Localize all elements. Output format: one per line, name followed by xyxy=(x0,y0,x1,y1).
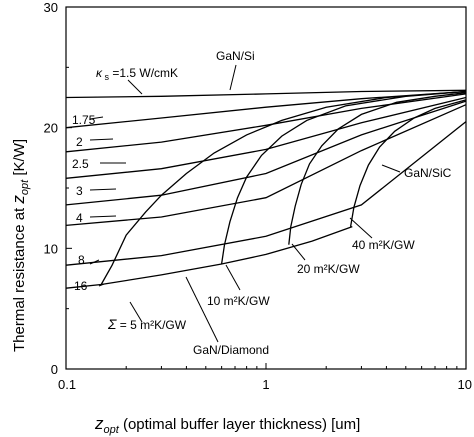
leader-5 xyxy=(129,301,143,323)
label-4: 4 xyxy=(76,211,83,225)
label-20: 20 m²K/GW xyxy=(297,262,360,276)
y-axis-title: Thermal resistance at zopt [K/W] xyxy=(9,139,31,352)
y-tick-label: 10 xyxy=(44,241,58,256)
series-line-2 xyxy=(65,93,467,153)
label-16: 16 xyxy=(74,279,88,293)
label-2.5: 2.5 xyxy=(72,157,89,171)
leader-10 xyxy=(225,264,241,291)
label-40: 40 m²K/GW xyxy=(352,238,415,252)
x-tick-label: 0.1 xyxy=(58,377,76,392)
label-kappa: κ s =1.5 W/cmK xyxy=(96,66,178,82)
series-line-5 xyxy=(65,104,467,227)
series-line-8 xyxy=(100,90,467,285)
axis-ticks: 0 10 20 30 0.1 1 10 xyxy=(44,0,472,392)
series-line-9 xyxy=(220,90,467,265)
leader-16 xyxy=(98,283,105,287)
y-tick-label: 0 xyxy=(51,362,58,377)
y-tick-label: 30 xyxy=(44,0,58,15)
series-line-10 xyxy=(288,92,467,245)
leader-8 xyxy=(89,259,100,265)
leader-2 xyxy=(89,138,114,141)
leader-ks-1.5 xyxy=(127,79,143,95)
label-8: 8 xyxy=(78,253,85,267)
label-1.75: 1.75 xyxy=(72,113,96,127)
series-line-3 xyxy=(65,96,467,179)
x-axis-title: zopt (optimal buffer layer thickness) [u… xyxy=(94,414,360,436)
label-3: 3 xyxy=(76,184,83,198)
x-tick-label: 10 xyxy=(458,377,472,392)
leader-gan-diamond xyxy=(185,276,219,343)
leader-1.75 xyxy=(89,116,104,120)
label-gan-si: GaN/Si xyxy=(216,49,255,63)
leader-gan-si xyxy=(229,64,237,91)
series-line-6 xyxy=(65,121,467,266)
plot-frame xyxy=(65,6,467,370)
leader-40 xyxy=(349,217,373,239)
y-tick-label: 20 xyxy=(44,121,58,136)
series-line-11 xyxy=(349,99,467,227)
annotation-leaders xyxy=(89,64,401,343)
x-tick-label: 1 xyxy=(262,377,269,392)
leader-20 xyxy=(291,243,306,261)
curves xyxy=(65,89,467,289)
label-10: 10 m²K/GW xyxy=(207,294,270,308)
series-line-7 xyxy=(65,225,353,289)
leader-4 xyxy=(89,215,117,218)
leader-3 xyxy=(89,188,117,191)
series-line-4 xyxy=(65,100,467,206)
label-2: 2 xyxy=(76,135,83,149)
leader-gan-sic xyxy=(381,164,401,173)
label-gan-sic: GaN/SiC xyxy=(404,166,452,180)
label-gan-diamond: GaN/Diamond xyxy=(193,343,269,357)
label-sigma: Σ = 5 m²K/GW xyxy=(107,316,187,332)
series-line-0 xyxy=(65,89,467,99)
